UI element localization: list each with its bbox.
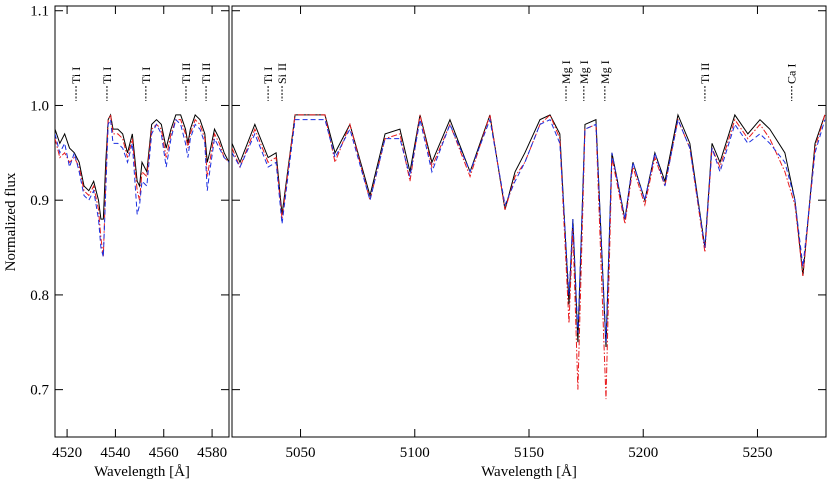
annotation-label: Ti II: [179, 63, 193, 84]
x-axis-label: Wavelength [Å]: [94, 464, 190, 480]
annotation-label: Ti I: [261, 67, 275, 84]
x-tick-label: 5050: [286, 445, 316, 461]
x-tick-label: 4520: [52, 445, 82, 461]
x-tick-label: 4540: [100, 445, 130, 461]
spectrum-line: [55, 117, 229, 258]
annotation-label: Mg I: [598, 60, 612, 84]
annotation-label: Ca I: [785, 64, 799, 84]
x-tick-label: 5250: [742, 445, 772, 461]
spectrum-line: [232, 114, 826, 400]
plot-frame: [231, 5, 827, 438]
spectrum-line: [55, 113, 229, 220]
annotation-label: Mg I: [559, 60, 573, 84]
annotation-label: Ti II: [698, 63, 712, 84]
annotation-label: Mg I: [577, 60, 591, 84]
y-tick-label: 1.0: [30, 98, 49, 114]
y-tick-label: 0.9: [30, 193, 49, 209]
spectrum-line: [232, 117, 826, 343]
annotation-label: Ti I: [139, 67, 153, 84]
x-tick-label: 5150: [514, 445, 544, 461]
x-tick-label: 4580: [197, 445, 227, 461]
x-tick-label: 5100: [400, 445, 430, 461]
annotation-label: Ti I: [100, 67, 114, 84]
x-tick-label: 4560: [149, 445, 179, 461]
x-axis-label: Wavelength [Å]: [481, 464, 577, 480]
annotation-label: Si II: [275, 63, 289, 84]
annotation-label: Ti II: [199, 63, 213, 84]
y-axis-label: Normalized flux: [3, 172, 19, 271]
y-tick-label: 0.8: [30, 288, 49, 304]
y-tick-label: 1.1: [30, 4, 49, 20]
y-tick-label: 0.7: [30, 383, 49, 399]
x-tick-label: 5200: [628, 445, 658, 461]
spectrum-line: [232, 113, 826, 348]
annotation-label: Ti I: [69, 67, 83, 84]
plot-frame: [54, 5, 230, 438]
